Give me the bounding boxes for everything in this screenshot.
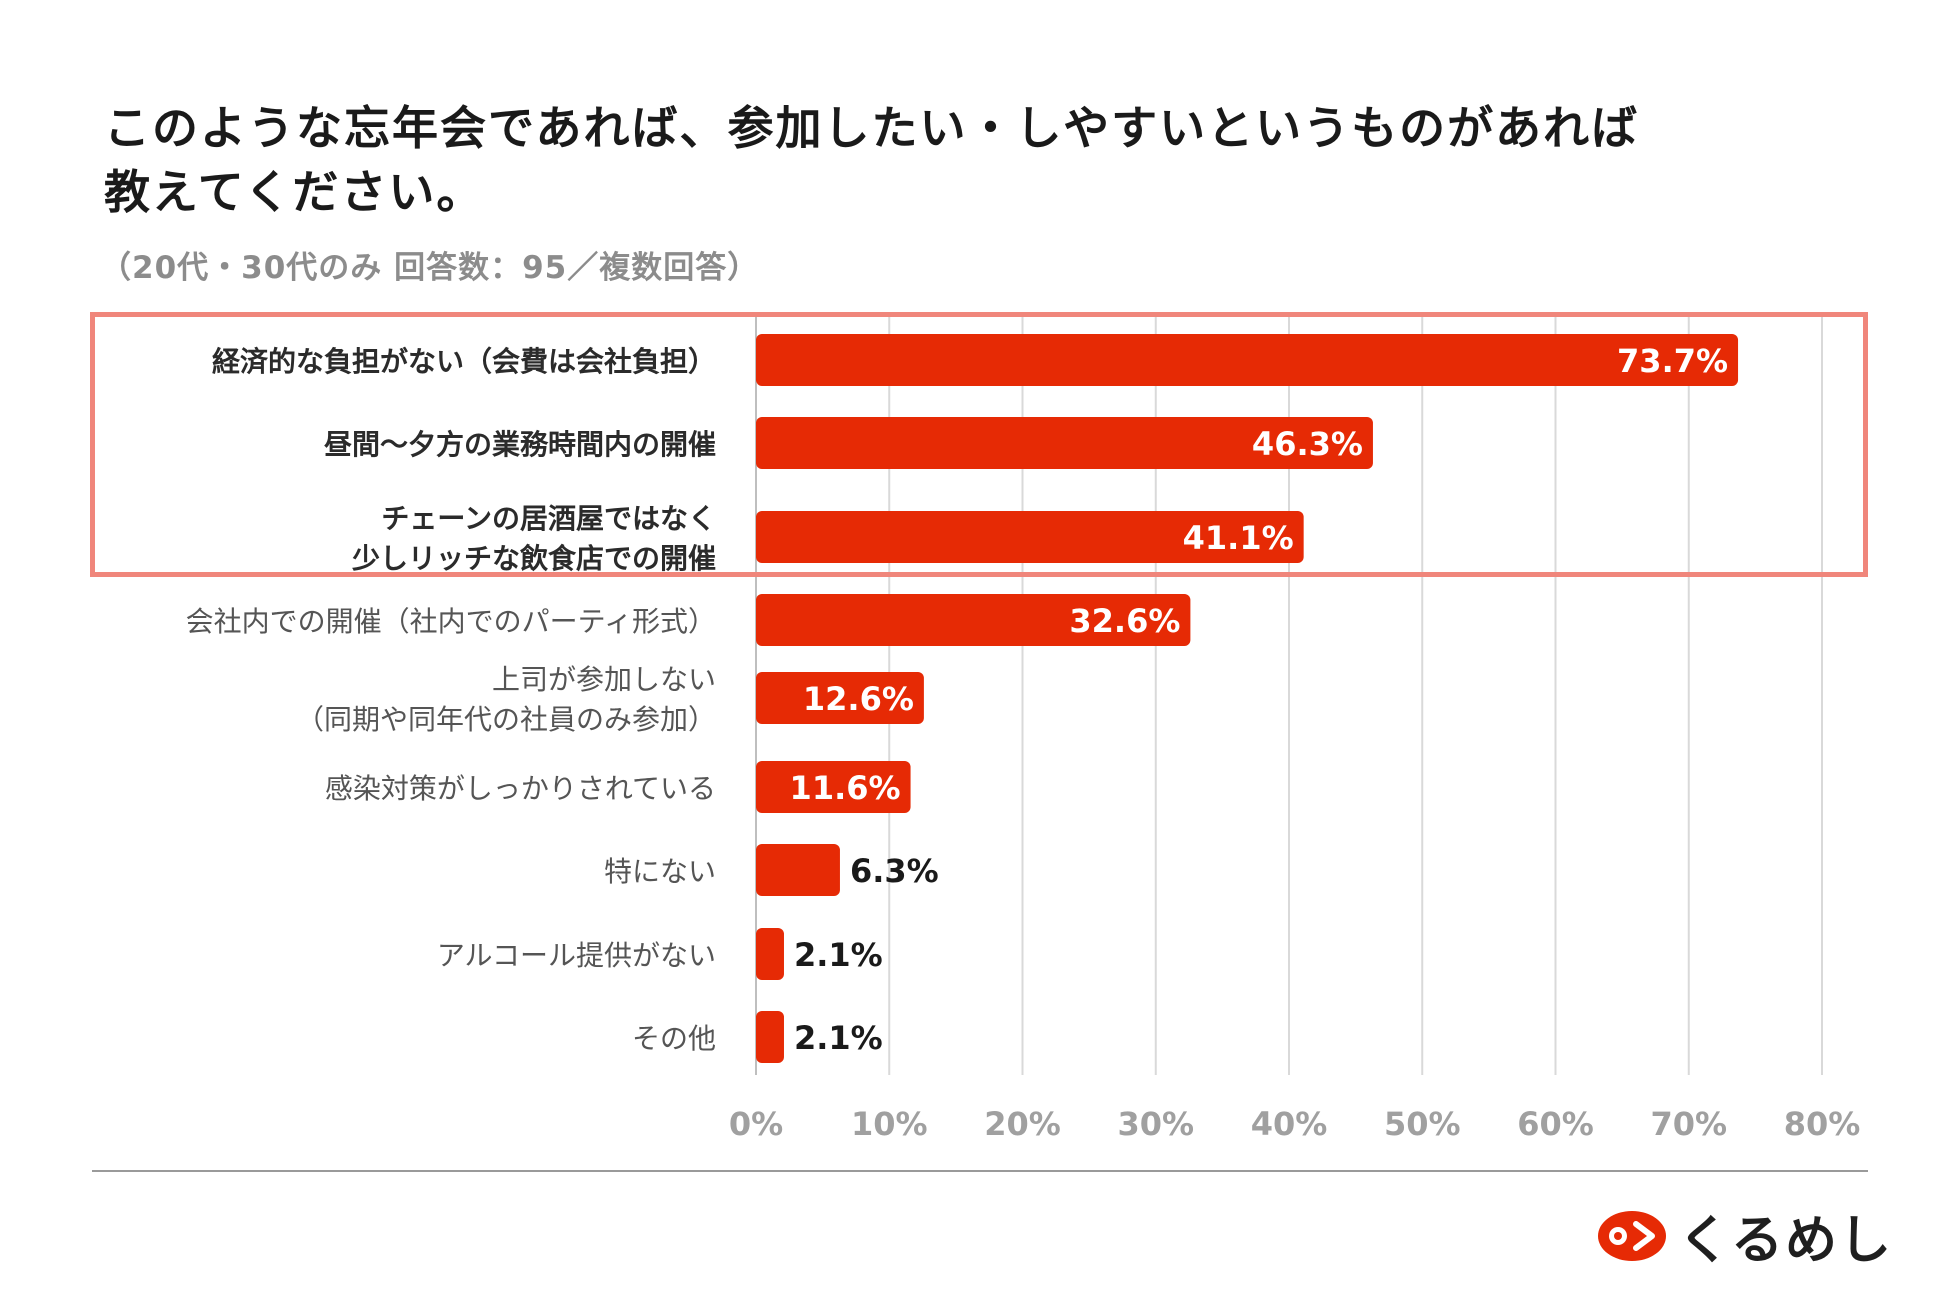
x-tick-label: 80% <box>1784 1105 1861 1143</box>
category-label: 感染対策がしっかりされている <box>325 772 716 805</box>
x-tick-label: 60% <box>1517 1105 1594 1143</box>
category-label: 上司が参加しない <box>492 663 716 696</box>
x-tick-label: 30% <box>1117 1105 1194 1143</box>
chart-title: このような忘年会であれば、参加したい・しやすいというものがあれば 教えてください… <box>104 96 1804 224</box>
kurumeshi-logo-icon <box>1598 1210 1666 1261</box>
bar-value-label: 32.6% <box>1069 602 1180 640</box>
title-line-2: 教えてください。 <box>104 165 485 219</box>
bar-value-label: 46.3% <box>1252 425 1363 463</box>
bar <box>756 1011 784 1063</box>
bar-value-label: 2.1% <box>794 936 883 974</box>
bar-value-label: 73.7% <box>1617 342 1728 380</box>
bar <box>756 844 840 896</box>
brand-logo: くるめし <box>1596 1198 1893 1273</box>
bar-value-label: 2.1% <box>794 1019 883 1057</box>
bar-chart: 0% 10% 20% 30% 40% 50% 60% 70% 80% 73.7% 経済的な負担がない… <box>186 316 1861 1143</box>
x-tick-label: 20% <box>984 1105 1061 1143</box>
bar <box>756 594 1191 646</box>
bar <box>756 928 784 980</box>
x-tick-label: 50% <box>1384 1105 1461 1143</box>
category-label: 昼間〜夕方の業務時間内の開催 <box>324 428 716 461</box>
bar-value-label: 41.1% <box>1183 519 1294 557</box>
x-tick-label: 0% <box>729 1105 783 1143</box>
category-label: その他 <box>632 1022 716 1055</box>
x-tick-label: 40% <box>1251 1105 1328 1143</box>
category-label: チェーンの居酒屋ではなく <box>381 502 716 535</box>
brand-name: くるめし <box>1678 1211 1893 1271</box>
bar <box>756 761 911 813</box>
bar <box>756 511 1304 563</box>
category-label: 少しリッチな飲食店での開催 <box>352 542 716 575</box>
category-label: アルコール提供がない <box>437 939 716 972</box>
category-label: 特にない <box>604 855 716 888</box>
footer-divider <box>92 1170 1868 1172</box>
bar <box>756 334 1739 386</box>
category-label: 会社内での開催（社内でのパーティ形式） <box>186 605 716 638</box>
category-label: 経済的な負担がない（会費は会社負担） <box>212 345 716 378</box>
bar <box>756 672 924 724</box>
bar-value-label: 11.6% <box>790 769 901 807</box>
bar <box>756 417 1373 469</box>
x-tick-label: 70% <box>1650 1105 1727 1143</box>
chart-subtitle: （20代・30代のみ 回答数：95／複数回答） <box>100 250 760 286</box>
title-line-1: このような忘年会であれば、参加したい・しやすいというものがあれば <box>104 101 1640 155</box>
highlight-box <box>90 312 1868 577</box>
x-tick-label: 10% <box>851 1105 928 1143</box>
category-label: （同期や同年代の社員のみ参加） <box>296 703 716 736</box>
bar-value-label: 6.3% <box>850 852 939 890</box>
bar-value-label: 12.6% <box>803 680 914 718</box>
